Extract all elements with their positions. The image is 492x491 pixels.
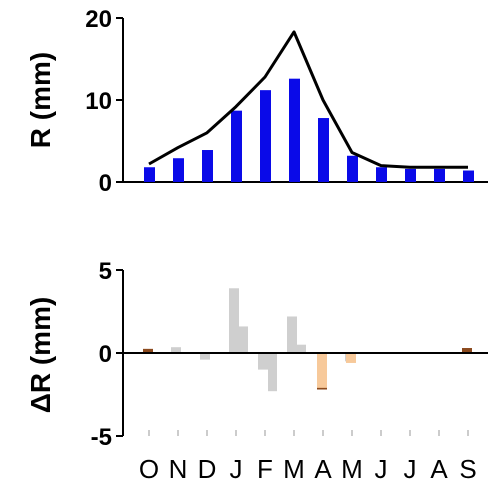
- bottom-y-ticks: 5 0 -5: [91, 258, 123, 451]
- month-label: F: [257, 454, 273, 484]
- top-bar: [376, 167, 387, 182]
- bottom-bar: [171, 347, 181, 353]
- bottom-bar: [200, 353, 210, 360]
- top-y-tick-label: 0: [99, 170, 112, 197]
- bottom-bars: [123, 288, 488, 392]
- bottom-bar: [462, 348, 472, 353]
- month-label: J: [375, 454, 388, 484]
- top-bar: [405, 168, 416, 182]
- top-bar: [173, 158, 184, 182]
- top-y-tick-label: 20: [85, 6, 112, 33]
- top-bar: [202, 150, 213, 182]
- top-bar: [231, 110, 242, 182]
- top-bar: [434, 168, 445, 182]
- month-label: O: [139, 454, 159, 484]
- month-label: D: [198, 454, 217, 484]
- top-bar: [463, 170, 474, 182]
- top-panel: 0 10 20 R (mm): [25, 6, 488, 197]
- top-bar: [318, 118, 329, 182]
- month-label: N: [169, 454, 188, 484]
- top-bar: [260, 90, 271, 182]
- top-series-line: [148, 30, 468, 169]
- bottom-x-ticks: [148, 430, 469, 436]
- month-label: M: [283, 454, 305, 484]
- bottom-bar: [229, 288, 239, 353]
- top-bar: [289, 78, 300, 182]
- bottom-bar: [317, 353, 327, 388]
- top-y-tick-label: 10: [85, 88, 112, 115]
- bottom-bar: [346, 353, 356, 363]
- month-label: J: [404, 454, 417, 484]
- bottom-y-tick-label: 5: [99, 258, 112, 285]
- top-bar: [144, 167, 155, 182]
- month-label: A: [430, 454, 448, 484]
- month-label: M: [341, 454, 363, 484]
- bottom-bar: [239, 326, 248, 353]
- bottom-y-tick-label: -5: [91, 424, 112, 451]
- bottom-bar: [287, 316, 297, 353]
- bottom-bar: [268, 353, 277, 392]
- top-bars: [144, 78, 474, 182]
- bottom-y-axis-title: ΔR (mm): [25, 297, 56, 414]
- month-label: A: [314, 454, 332, 484]
- top-bar: [347, 155, 358, 182]
- bottom-bar: [297, 344, 306, 353]
- bottom-bar: [143, 348, 153, 353]
- bottom-bar: [258, 353, 268, 370]
- top-y-axis-title: R (mm): [25, 52, 56, 148]
- top-y-ticks: 0 10 20: [85, 6, 123, 197]
- bottom-y-tick-label: 0: [99, 341, 112, 368]
- month-label: S: [459, 454, 476, 484]
- month-label: J: [230, 454, 243, 484]
